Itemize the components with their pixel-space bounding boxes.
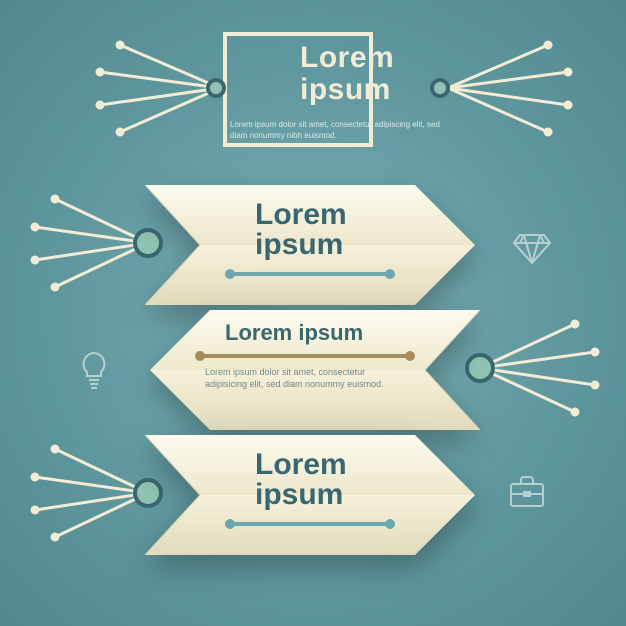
arrow-1-divider [230, 272, 390, 276]
arrow-3-label: Lorem ipsum [255, 450, 347, 510]
arrow-1-label: Lorem ipsum [255, 200, 347, 260]
header-title: Lorem ipsum [300, 42, 394, 105]
briefcase-icon [505, 470, 549, 514]
header-node-left [206, 78, 226, 98]
arrow-2-divider [200, 354, 410, 358]
arrow-2-paragraph: Lorem ipsum dolor sit amet, consectetur … [205, 366, 405, 390]
header-fan-right [430, 30, 590, 150]
diamond-icon [510, 225, 554, 269]
header-node-right [430, 78, 450, 98]
infographic-stage: Lorem ipsum Lorem ipsum dolor sit amet, … [0, 0, 626, 626]
header-subtext: Lorem ipsum dolor sit amet, consectetur … [230, 120, 440, 142]
header-title-line1: Lorem [300, 41, 394, 74]
bulb-icon [72, 348, 116, 392]
arrow2-fan [460, 310, 620, 430]
header-title-line2: ipsum [300, 73, 391, 106]
arrow-3-divider [230, 522, 390, 526]
arrow-2-title: Lorem ipsum [225, 322, 363, 344]
